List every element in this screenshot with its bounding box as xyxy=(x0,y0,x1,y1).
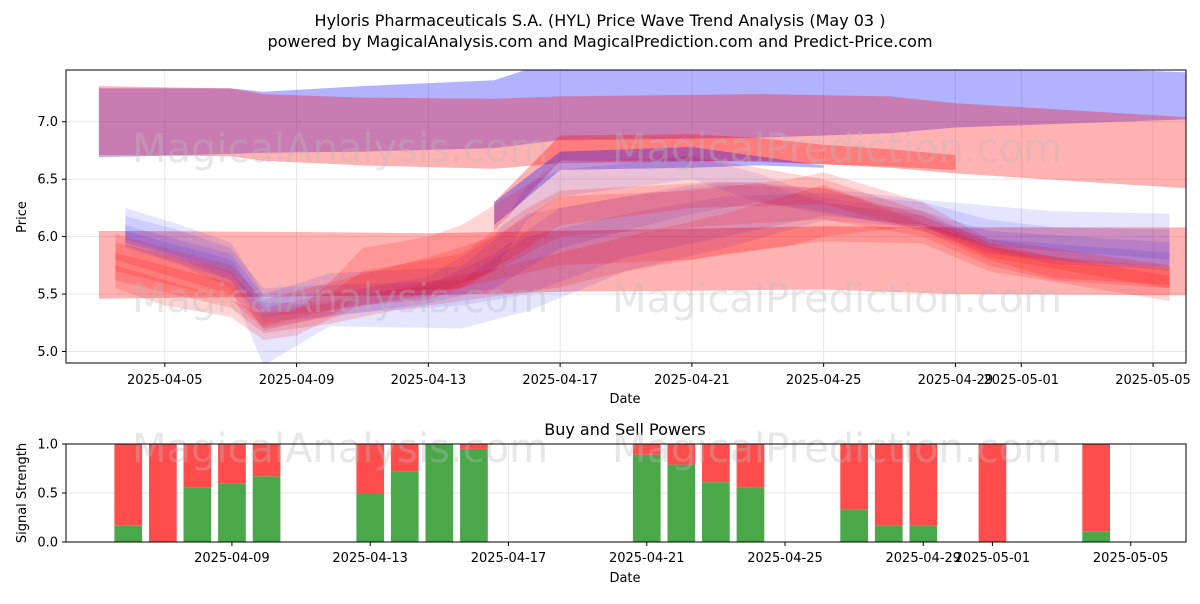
signal-x-tick-label: 2025-05-05 xyxy=(1093,551,1169,566)
price-band-blue-4 xyxy=(494,147,824,226)
price-x-tick-label: 2025-04-17 xyxy=(522,373,598,388)
signal-x-tick-label: 2025-04-29 xyxy=(886,551,962,566)
price-x-tick-label: 2025-04-09 xyxy=(259,373,335,388)
sell-bar xyxy=(978,444,1007,542)
signal-x-tick-label: 2025-04-09 xyxy=(194,551,270,566)
price-x-tick-label: 2025-04-05 xyxy=(127,373,203,388)
signal-x-tick-label: 2025-04-13 xyxy=(332,551,408,566)
signal-axis-ticks: 2025-04-09 2025-04-13 2025-04-17 2025-04-21… xyxy=(37,438,1168,567)
watermark-analysis-bottom: MagicalAnalysis.com xyxy=(132,426,548,472)
sell-bar xyxy=(218,444,246,484)
price-x-tick-label: 2025-05-05 xyxy=(1115,373,1191,388)
price-wave-red-4 xyxy=(115,156,1170,340)
buy-bar xyxy=(702,482,730,542)
watermark-prediction-top: MagicalPrediction.com xyxy=(612,126,1062,172)
price-plot-area xyxy=(66,70,1186,363)
signal-x-tick-label: 2025-04-25 xyxy=(747,551,823,566)
price-wave-red-7 xyxy=(115,172,1170,327)
buy-bar xyxy=(356,493,385,542)
sell-bar xyxy=(356,444,385,493)
price-y-tick-label: 6.5 xyxy=(37,173,58,188)
buy-bar xyxy=(874,525,903,542)
price-y-tick-label: 5.5 xyxy=(37,288,58,303)
watermark-prediction-bottom: MagicalPrediction.com xyxy=(612,426,1062,472)
price-x-tick-label: 2025-04-29 xyxy=(918,373,994,388)
sell-bar xyxy=(183,444,212,488)
buy-bar xyxy=(736,487,765,542)
price-band-red-1 xyxy=(98,86,1186,189)
buy-bar xyxy=(667,464,696,542)
price-y-tick-label: 7.0 xyxy=(37,115,58,130)
signal-y-tick-label: 1.0 xyxy=(37,438,58,453)
price-waves xyxy=(115,156,1170,363)
chart-title: Hyloris Pharmaceuticals S.A. (HYL) Price… xyxy=(315,11,886,30)
sell-bar xyxy=(460,444,488,449)
watermark-analysis-top: MagicalAnalysis.com xyxy=(132,126,548,172)
price-band-red-2 xyxy=(98,226,1186,299)
price-x-axis-label: Date xyxy=(609,392,640,407)
signal-plot-frame xyxy=(65,443,1187,543)
sell-bar xyxy=(252,444,281,477)
sell-bar xyxy=(702,444,730,483)
price-wave-red-5 xyxy=(115,181,1170,329)
buy-bar xyxy=(390,471,419,542)
signal-y-tick-label: 0.0 xyxy=(37,536,58,551)
signal-y-axis-label: Signal Strength xyxy=(15,443,30,543)
buy-bar xyxy=(425,444,454,542)
sell-bar xyxy=(874,444,903,526)
price-band-red-3 xyxy=(494,134,956,231)
price-x-tick-label: 2025-04-21 xyxy=(654,373,730,388)
watermark-prediction-mid: MagicalPrediction.com xyxy=(612,276,1062,322)
signal-x-tick-label: 2025-04-17 xyxy=(471,551,547,566)
signal-title: Buy and Sell Powers xyxy=(544,420,706,439)
sell-bar xyxy=(840,444,868,510)
watermark-analysis-mid: MagicalAnalysis.com xyxy=(132,276,548,322)
price-y-axis-label: Price xyxy=(15,201,30,233)
price-wave-red-6 xyxy=(115,184,1170,334)
price-x-tick-label: 2025-05-01 xyxy=(984,373,1060,388)
price-y-tick-label: 6.0 xyxy=(37,230,58,245)
signal-x-axis-label: Date xyxy=(609,571,640,586)
price-wave-blue-0 xyxy=(125,184,1170,363)
buy-bar xyxy=(460,448,488,542)
buy-bar xyxy=(632,454,661,542)
sell-bar xyxy=(114,444,143,526)
price-plot-frame xyxy=(65,69,1187,364)
buy-bar xyxy=(183,487,212,542)
price-panel: MagicalAnalysis.com MagicalPrediction.co… xyxy=(15,69,1191,407)
price-wave-blue-3 xyxy=(125,181,1170,322)
chart-subtitle: powered by MagicalAnalysis.com and Magic… xyxy=(267,32,932,51)
signal-y-tick-label: 0.5 xyxy=(37,487,58,502)
sell-bar xyxy=(1082,444,1110,532)
price-band-blue-0 xyxy=(98,70,1186,158)
price-wave-blue-1 xyxy=(125,192,1170,331)
price-wave-blue-2 xyxy=(125,156,1170,317)
price-axis-ticks: 2025-04-05 2025-04-09 2025-04-13 2025-04-17… xyxy=(37,115,1191,388)
buy-bar xyxy=(252,476,281,542)
buy-bar xyxy=(218,483,246,542)
price-y-tick-label: 5.0 xyxy=(37,345,58,360)
signal-x-tick-label: 2025-04-21 xyxy=(609,551,685,566)
price-bands xyxy=(98,70,1186,299)
price-grid xyxy=(66,70,1186,363)
signal-bars xyxy=(114,444,1110,542)
sell-bar xyxy=(149,444,177,542)
sell-bar xyxy=(736,444,765,488)
price-x-tick-label: 2025-04-13 xyxy=(391,373,467,388)
price-x-tick-label: 2025-04-25 xyxy=(786,373,862,388)
buy-bar xyxy=(114,525,143,542)
buy-bar xyxy=(840,509,868,542)
sell-bar xyxy=(390,444,419,472)
buy-bar xyxy=(1082,531,1110,542)
sell-bar xyxy=(909,444,938,526)
buy-bar xyxy=(909,525,938,542)
sell-bar xyxy=(667,444,696,465)
signal-x-tick-label: 2025-05-01 xyxy=(955,551,1031,566)
sell-bar xyxy=(632,444,661,455)
signal-panel: Buy and Sell Powers MagicalAnalysis.com … xyxy=(15,420,1187,586)
